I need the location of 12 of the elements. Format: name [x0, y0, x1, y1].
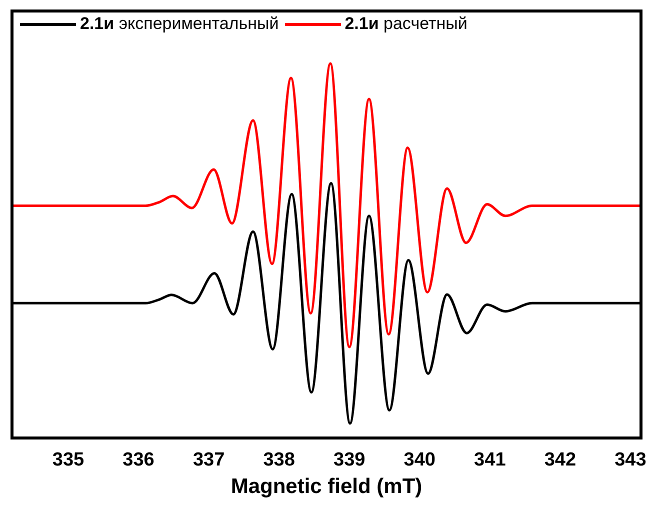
x-tick-label: 342: [544, 450, 576, 471]
legend-label: 2.1и экспериментальный: [80, 14, 279, 34]
x-tick-label: 335: [52, 450, 85, 471]
x-tick-label: 341: [474, 450, 506, 471]
x-tick-label: 338: [263, 450, 295, 471]
x-tick-label: 339: [333, 450, 366, 471]
x-tick-label: 336: [122, 450, 154, 471]
legend-label: 2.1и расчетный: [344, 14, 468, 34]
x-tick-label: 340: [404, 450, 436, 471]
x-tick-label: 343: [614, 450, 646, 471]
x-axis-title: Magnetic field (mT): [230, 475, 422, 498]
x-tick-label: 337: [192, 450, 225, 471]
